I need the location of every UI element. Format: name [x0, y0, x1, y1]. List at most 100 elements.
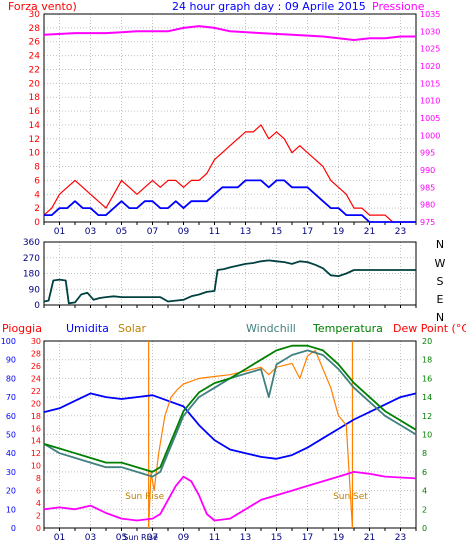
compass-label-w: W	[435, 257, 446, 270]
y-tick-label-wind: 28	[29, 24, 41, 34]
y-tick-label-rain: 26	[31, 362, 41, 371]
y-tick-label-wind: 30	[29, 10, 41, 20]
y-tick-label-pressure: 980	[420, 201, 435, 210]
y-tick-label-temperature: 14	[422, 393, 432, 402]
humidity-label: Umidita	[66, 322, 109, 335]
compass-label-s: S	[437, 275, 444, 288]
y-tick-label-temperature: 16	[422, 374, 432, 383]
y-tick-label-direction: 180	[23, 270, 40, 280]
y-tick-label-rain: 24	[31, 374, 41, 383]
y-tick-label-temperature: 0	[422, 524, 427, 533]
x-tick-label: 13	[240, 227, 251, 237]
y-tick-label-rain: 0	[36, 524, 41, 533]
wind-direction-line	[43, 259, 416, 305]
y-tick-label-humidity: 30	[6, 468, 16, 477]
rain-label: Pioggia	[2, 322, 42, 335]
x-tick-label: 13	[240, 533, 251, 543]
y-tick-label-rain: 10	[31, 462, 41, 471]
temp-humidity-solar-panel: 0102030405060708090100024681012141618202…	[1, 337, 432, 543]
y-tick-label-humidity: 40	[6, 449, 16, 458]
y-tick-label-rain: 4	[36, 499, 41, 508]
x-tick-label: 03	[85, 227, 96, 237]
y-tick-label-rain: 8	[36, 474, 41, 483]
y-tick-label-direction: 360	[23, 238, 40, 248]
windchill-label: Windchill	[246, 322, 296, 335]
y-tick-label-wind: 20	[29, 79, 41, 89]
y-tick-label-pressure: 1015	[420, 79, 440, 88]
y-tick-label-direction: 270	[23, 254, 40, 264]
y-tick-label-humidity: 10	[6, 505, 16, 514]
y-tick-label-wind: 16	[29, 107, 41, 117]
sunrise-axis-label: Sun Rise	[123, 533, 158, 542]
x-tick-label: 19	[333, 533, 345, 543]
y-tick-label-temperature: 12	[422, 412, 432, 421]
x-tick-label: 23	[395, 533, 406, 543]
y-tick-label-humidity: 100	[1, 337, 16, 346]
y-tick-label-temperature: 10	[422, 431, 432, 440]
y-tick-label-temperature: 2	[422, 505, 427, 514]
y-tick-label-rain: 20	[31, 399, 41, 408]
y-tick-label-wind: 8	[34, 163, 40, 173]
wind-average-line	[44, 179, 416, 223]
y-tick-label-wind: 18	[29, 93, 41, 103]
solar-label: Solar	[118, 322, 147, 335]
y-tick-label-humidity: 60	[6, 412, 16, 421]
x-tick-label: 03	[85, 533, 96, 543]
pressure-label: Pressione	[372, 0, 425, 13]
y-tick-label-rain: 18	[31, 412, 41, 421]
y-tick-label-rain: 30	[31, 337, 41, 346]
y-tick-label-humidity: 0	[11, 524, 16, 533]
sunrise-label: Sun Rise	[125, 492, 164, 502]
y-tick-label-direction: 0	[34, 301, 40, 311]
y-tick-label-rain: 2	[36, 512, 41, 521]
x-tick-label: 09	[178, 533, 190, 543]
y-tick-label-rain: 12	[31, 449, 41, 458]
y-tick-label-humidity: 20	[6, 487, 16, 496]
y-tick-label-temperature: 6	[422, 468, 427, 477]
y-tick-label-wind: 22	[29, 65, 40, 75]
y-tick-label-pressure: 995	[420, 149, 435, 158]
y-tick-label-humidity: 50	[6, 431, 16, 440]
y-tick-label-pressure: 975	[420, 218, 435, 227]
y-tick-label-wind: 26	[29, 38, 41, 48]
y-tick-label-wind: 4	[34, 190, 40, 200]
wind-label: Forza vento)	[8, 0, 77, 13]
y-tick-label-direction: 90	[29, 285, 41, 295]
dewpoint-label: Dew Point (°C)	[393, 322, 466, 335]
y-tick-label-pressure: 1010	[420, 97, 440, 106]
x-tick-label: 07	[147, 227, 158, 237]
y-tick-label-pressure: 985	[420, 183, 435, 192]
x-tick-label: 01	[54, 533, 65, 543]
compass-label-n: N	[436, 311, 444, 324]
y-tick-label-rain: 28	[31, 349, 41, 358]
compass-label-n: N	[436, 238, 444, 251]
y-tick-label-humidity: 80	[6, 374, 16, 383]
x-tick-label: 21	[364, 227, 375, 237]
x-tick-label: 17	[302, 227, 313, 237]
y-tick-label-wind: 0	[34, 218, 40, 228]
x-tick-label: 21	[364, 533, 375, 543]
y-tick-label-rain: 6	[36, 487, 41, 496]
x-tick-label: 15	[271, 227, 282, 237]
y-tick-label-pressure: 1005	[420, 114, 440, 123]
x-tick-label: 09	[178, 227, 190, 237]
solar-line	[148, 349, 353, 529]
y-tick-label-wind: 24	[29, 52, 41, 62]
y-tick-label-wind: 12	[29, 135, 40, 145]
y-tick-label-pressure: 1020	[420, 62, 440, 71]
y-tick-label-rain: 16	[31, 424, 41, 433]
x-tick-label: 23	[395, 227, 406, 237]
x-tick-label: 19	[333, 227, 345, 237]
y-tick-label-pressure: 1025	[420, 45, 440, 54]
windchill-line	[43, 349, 417, 478]
x-tick-label: 07	[147, 533, 158, 543]
y-tick-label-temperature: 20	[422, 337, 432, 346]
y-tick-label-wind: 10	[29, 149, 41, 159]
x-tick-label: 05	[116, 533, 127, 543]
y-tick-label-wind: 6	[34, 176, 40, 186]
y-tick-label-pressure: 990	[420, 166, 435, 175]
x-tick-label: 05	[116, 227, 127, 237]
y-tick-label-humidity: 90	[6, 356, 16, 365]
